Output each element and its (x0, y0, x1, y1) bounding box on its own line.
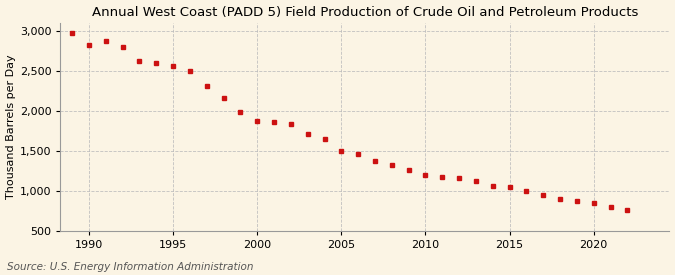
Title: Annual West Coast (PADD 5) Field Production of Crude Oil and Petroleum Products: Annual West Coast (PADD 5) Field Product… (92, 6, 638, 18)
Y-axis label: Thousand Barrels per Day: Thousand Barrels per Day (5, 54, 16, 199)
Text: Source: U.S. Energy Information Administration: Source: U.S. Energy Information Administ… (7, 262, 253, 272)
